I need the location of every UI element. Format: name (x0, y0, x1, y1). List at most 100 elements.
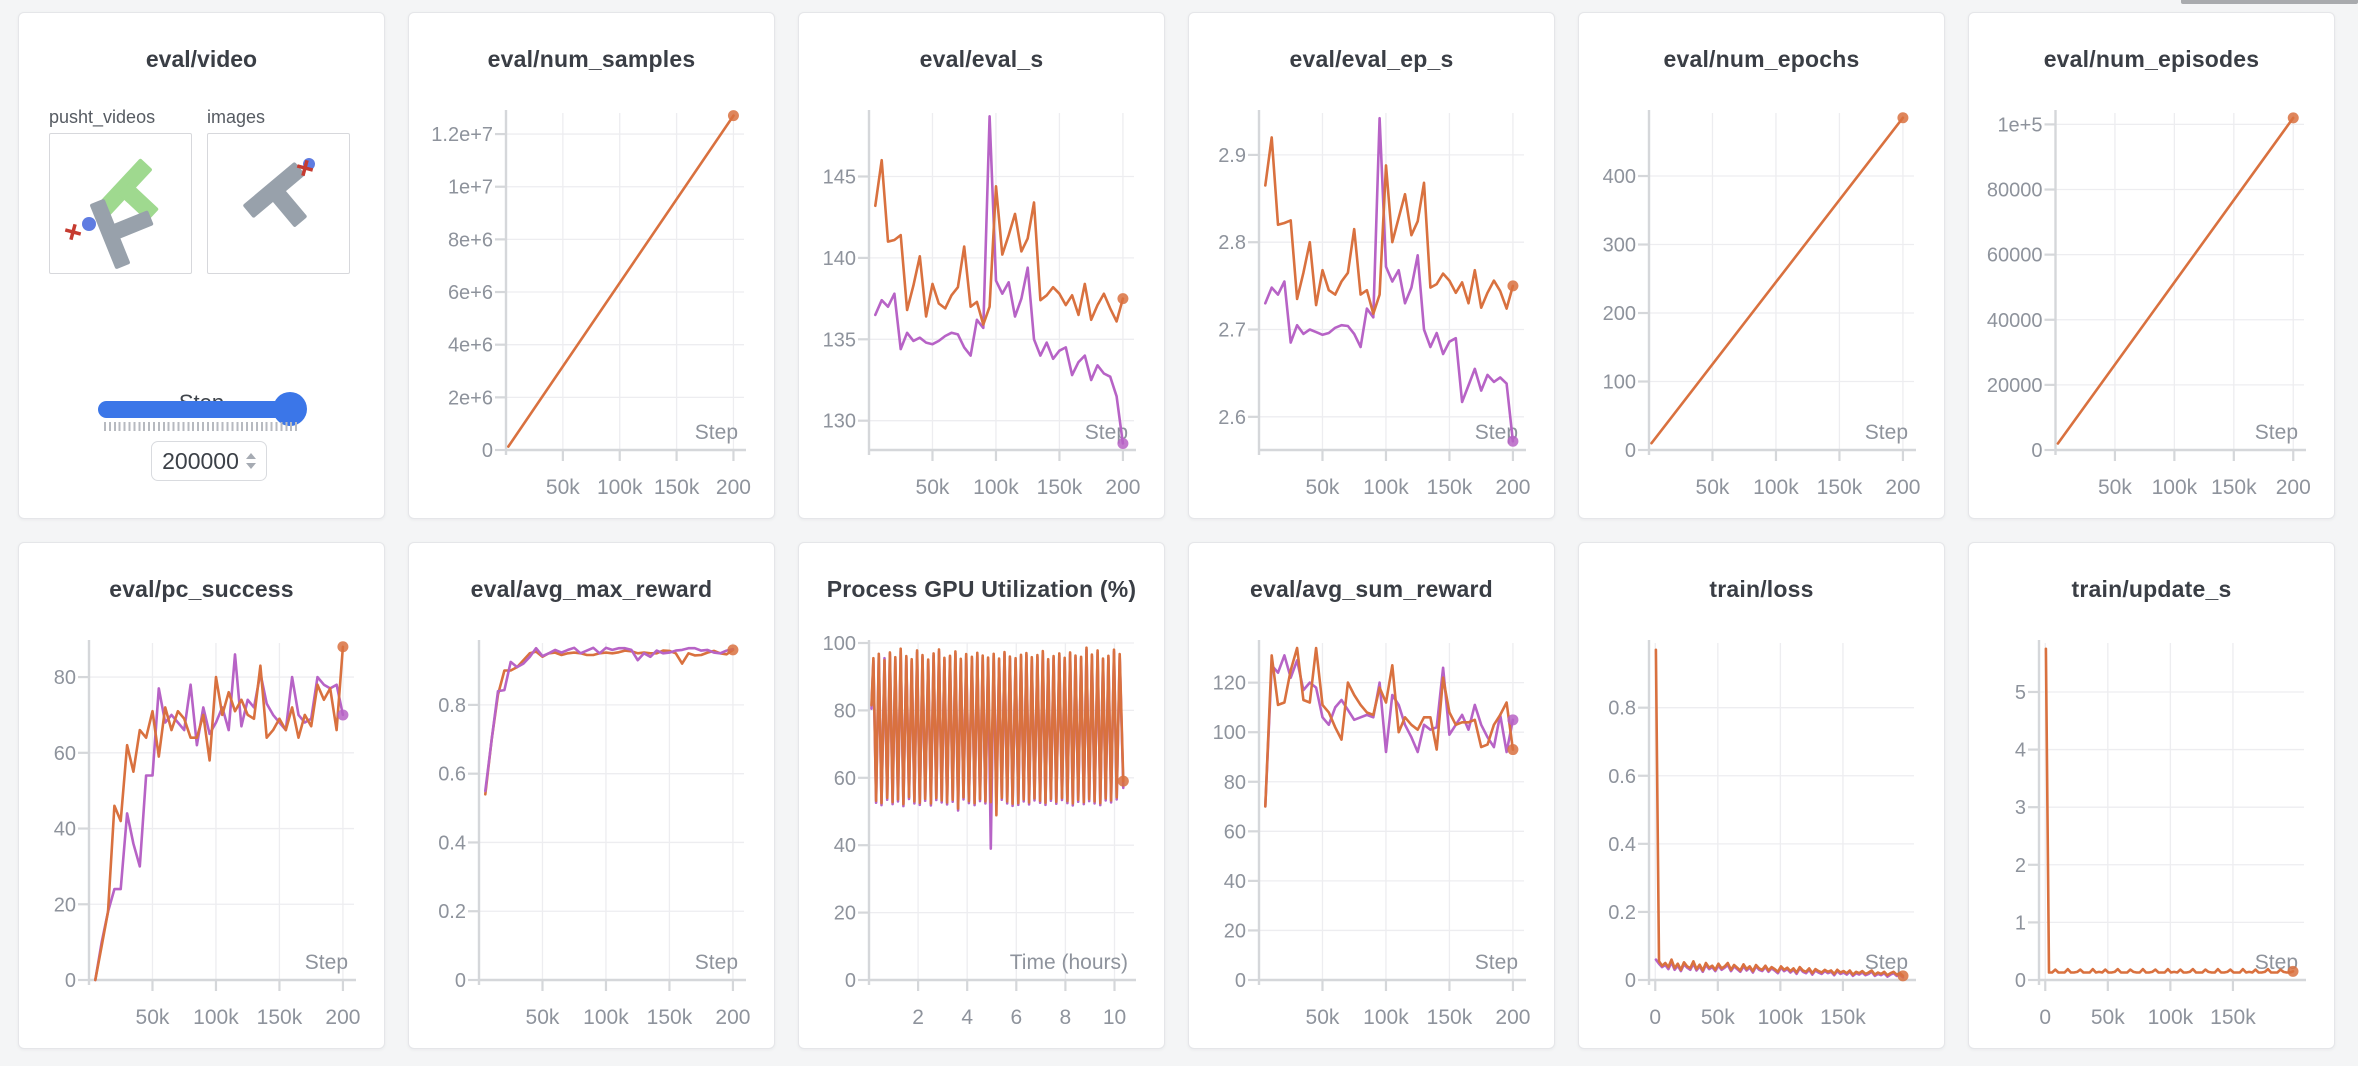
svg-text:150k: 150k (1427, 476, 1473, 499)
svg-text:2: 2 (912, 1006, 924, 1029)
panel-train-update-s: train/update_s 0 50k 100k 150k 0 1 2 3 4 5 Step (1968, 542, 2335, 1049)
svg-text:0.4: 0.4 (438, 832, 466, 854)
svg-text:150k: 150k (647, 1006, 693, 1029)
scrollbar-fragment[interactable] (2181, 0, 2358, 4)
line-chart[interactable]: 50k 100k 150k 200 0 100 200 300 400 Step (1579, 98, 1946, 518)
svg-text:20000: 20000 (1987, 375, 2043, 397)
svg-text:145: 145 (823, 166, 856, 188)
svg-text:0.2: 0.2 (438, 901, 466, 923)
chart-title: eval/avg_max_reward (470, 576, 713, 602)
svg-text:140: 140 (823, 248, 856, 270)
svg-text:200: 200 (1495, 1006, 1530, 1029)
svg-text:150k: 150k (2211, 476, 2257, 499)
svg-text:200: 200 (1885, 476, 1920, 499)
svg-text:1: 1 (2015, 912, 2026, 934)
svg-text:10: 10 (1103, 1006, 1126, 1029)
video-thumbnail-images[interactable] (207, 133, 350, 274)
panel-eval-num-samples: eval/num_samples 50k 100k 150k 200 0 2e+6 4e+6… (408, 12, 775, 519)
svg-text:50k: 50k (1306, 476, 1340, 499)
line-chart[interactable]: 50k 100k 150k 200 0 20 40 60 80 100 120 Step (1189, 628, 1556, 1048)
goal-cross-icon (64, 223, 82, 241)
svg-text:100k: 100k (973, 476, 1019, 499)
svg-text:100k: 100k (2152, 476, 2198, 499)
svg-text:0.2: 0.2 (1608, 902, 1636, 924)
panel-title: eval/video (145, 46, 258, 72)
svg-text:120: 120 (1213, 673, 1246, 695)
svg-text:2.9: 2.9 (1218, 145, 1246, 167)
svg-text:20: 20 (1224, 920, 1246, 942)
chart-title: train/loss (1709, 576, 1814, 602)
line-chart[interactable]: 50k 100k 150k 200 0 20000 40000 60000 80000 1e+5 S… (1969, 98, 2336, 518)
svg-text:200: 200 (1603, 303, 1636, 325)
svg-text:Step: Step (2255, 421, 2298, 444)
step-slider-track[interactable] (98, 401, 304, 418)
step-input[interactable]: 200000 (151, 441, 267, 481)
svg-text:40: 40 (1224, 871, 1246, 893)
chevron-down-icon[interactable] (245, 463, 256, 469)
svg-text:4: 4 (961, 1006, 973, 1029)
line-chart[interactable]: 50k 100k 150k 200 0 2e+6 4e+6 6e+6 8e+6 1e+7 1.2e+… (409, 98, 776, 518)
svg-text:8: 8 (1060, 1006, 1072, 1029)
svg-text:100k: 100k (1363, 476, 1409, 499)
svg-text:2.8: 2.8 (1218, 232, 1246, 254)
svg-text:Step: Step (1475, 421, 1518, 444)
svg-text:0: 0 (1235, 970, 1246, 992)
pusht-scene-image (64, 158, 159, 269)
svg-text:Step: Step (1865, 951, 1908, 974)
svg-text:50k: 50k (1701, 1006, 1735, 1029)
stepper-chevrons-icon[interactable] (245, 453, 256, 469)
svg-text:40: 40 (834, 835, 856, 857)
svg-text:0: 0 (1625, 440, 1636, 462)
svg-text:100k: 100k (193, 1006, 239, 1029)
chart-title: eval/eval_ep_s (1289, 46, 1454, 72)
svg-text:Step: Step (1085, 421, 1128, 444)
svg-text:200: 200 (2276, 476, 2311, 499)
svg-text:150k: 150k (1817, 476, 1863, 499)
svg-text:150k: 150k (1427, 1006, 1473, 1029)
svg-text:0.8: 0.8 (1608, 698, 1636, 720)
panel-eval-avg-max-reward: eval/avg_max_reward 50k 100k 150k 200 0 0.2 0.… (408, 542, 775, 1049)
chart-title: eval/num_epochs (1663, 46, 1860, 72)
chart-title: eval/pc_success (109, 576, 294, 602)
video-thumbnail-pusht[interactable] (49, 133, 192, 274)
svg-text:100k: 100k (1758, 1006, 1804, 1029)
images-scene-image (243, 158, 315, 227)
svg-text:Step: Step (2255, 951, 2298, 974)
chart-title: eval/avg_sum_reward (1250, 576, 1493, 602)
panel-process-gpu-utilization: Process GPU Utilization (%) 2 4 6 8 10 0 20 40 6… (798, 542, 1165, 1049)
line-chart[interactable]: 0 50k 100k 150k 0 1 2 3 4 5 Step (1969, 628, 2336, 1048)
panel-eval-pc-success: eval/pc_success 50k 100k 150k 200 0 20 40 60 80 S… (18, 542, 385, 1049)
svg-text:50k: 50k (1306, 1006, 1340, 1029)
svg-text:60: 60 (834, 768, 856, 790)
svg-text:6: 6 (1010, 1006, 1022, 1029)
svg-text:50k: 50k (526, 1006, 560, 1029)
chevron-up-icon[interactable] (245, 453, 256, 459)
svg-text:80000: 80000 (1987, 180, 2043, 202)
svg-text:50k: 50k (2098, 476, 2132, 499)
line-chart[interactable]: 50k 100k 150k 200 2.6 2.7 2.8 2.9 Step (1189, 98, 1556, 518)
line-chart[interactable]: 50k 100k 150k 200 0 0.2 0.4 0.6 0.8 Step (409, 628, 776, 1048)
svg-text:50k: 50k (1696, 476, 1730, 499)
svg-text:2.6: 2.6 (1218, 407, 1246, 429)
svg-text:60000: 60000 (1987, 245, 2043, 267)
svg-text:0: 0 (2039, 1006, 2051, 1029)
svg-text:Step: Step (695, 951, 738, 974)
svg-text:4: 4 (2015, 740, 2026, 762)
svg-text:4e+6: 4e+6 (448, 335, 493, 357)
svg-text:0: 0 (2015, 970, 2026, 992)
svg-text:100: 100 (823, 633, 856, 655)
svg-text:60: 60 (1224, 821, 1246, 843)
step-value[interactable]: 200000 (162, 447, 239, 474)
svg-text:100: 100 (1603, 372, 1636, 394)
line-chart[interactable]: 50k 100k 150k 200 130 135 140 145 Step (799, 98, 1166, 518)
line-chart[interactable]: 0 50k 100k 150k 0 0.2 0.4 0.6 0.8 Step (1579, 628, 1946, 1048)
svg-text:0.6: 0.6 (438, 764, 466, 786)
svg-text:0: 0 (1649, 1006, 1661, 1029)
svg-text:200: 200 (715, 1006, 750, 1029)
svg-text:100k: 100k (2148, 1006, 2194, 1029)
svg-text:80: 80 (54, 667, 76, 689)
step-slider-thumb[interactable] (273, 392, 307, 426)
line-chart[interactable]: 50k 100k 150k 200 0 20 40 60 80 Step (19, 628, 386, 1048)
svg-text:300: 300 (1603, 235, 1636, 257)
